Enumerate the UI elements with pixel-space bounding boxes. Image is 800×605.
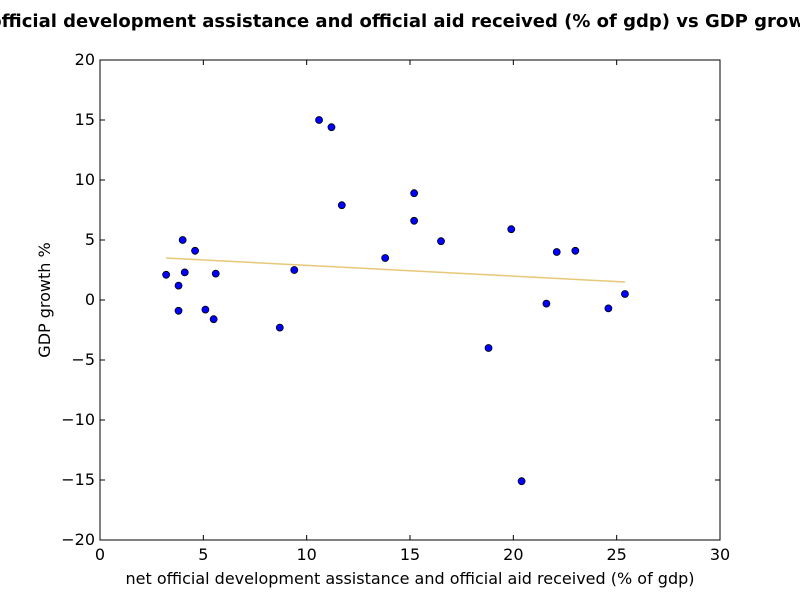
scatter-point	[290, 266, 299, 274]
scatter-point	[327, 123, 336, 132]
trend-line	[166, 257, 625, 283]
y-tick-label: 0	[85, 290, 95, 309]
scatter-point	[542, 299, 551, 308]
x-tick-label: 20	[503, 545, 523, 564]
scatter-point	[162, 270, 171, 279]
scatter-point	[437, 237, 445, 246]
scatter-point	[507, 225, 516, 234]
y-axis-label: GDP growth %	[35, 242, 54, 357]
scatter-point	[174, 306, 183, 315]
scatter-point	[337, 201, 346, 210]
scatter-point	[621, 290, 629, 298]
scatter-point	[209, 315, 218, 324]
x-axis-label: net official development assistance and …	[126, 569, 695, 588]
y-tick-label: −15	[61, 470, 95, 489]
x-tick-label: 25	[606, 545, 626, 564]
chart-title: net official development assistance and …	[0, 11, 800, 32]
x-tick-label: 30	[710, 545, 730, 564]
scatter-point	[178, 236, 187, 244]
scatter-point	[484, 344, 493, 352]
plot-frame	[99, 59, 721, 541]
scatter-point	[410, 216, 419, 225]
y-tick-label: −5	[71, 350, 95, 369]
scatter-point	[604, 304, 613, 313]
y-tick-label: 5	[85, 230, 95, 249]
scatter-point	[211, 269, 220, 278]
y-tick-label: −10	[61, 410, 95, 429]
scatter-point	[315, 116, 323, 124]
x-tick-label: 10	[296, 545, 316, 564]
scatter-point	[381, 254, 390, 262]
y-tick-label: 10	[75, 170, 95, 189]
y-tick-label: −20	[61, 530, 95, 549]
y-tick-label: 20	[75, 50, 95, 69]
x-tick-label: 15	[400, 545, 420, 564]
scatter-point	[180, 268, 189, 277]
scatter-point	[552, 248, 561, 256]
y-tick-label: 15	[75, 110, 95, 129]
plot-layer: 0 5 10 15 20 25 30 −20 −15 −10 −5 0 5 10 15 20	[61, 50, 730, 564]
x-tick-label: 0	[95, 545, 105, 564]
scatter-point	[201, 305, 210, 314]
scatter-point	[191, 246, 199, 255]
x-tick-label: 5	[198, 545, 208, 564]
scatter-point	[275, 323, 284, 332]
scatter-point	[174, 281, 183, 290]
scatter-point	[571, 246, 580, 255]
scatter-point	[517, 477, 526, 486]
scatter-point	[410, 189, 419, 198]
